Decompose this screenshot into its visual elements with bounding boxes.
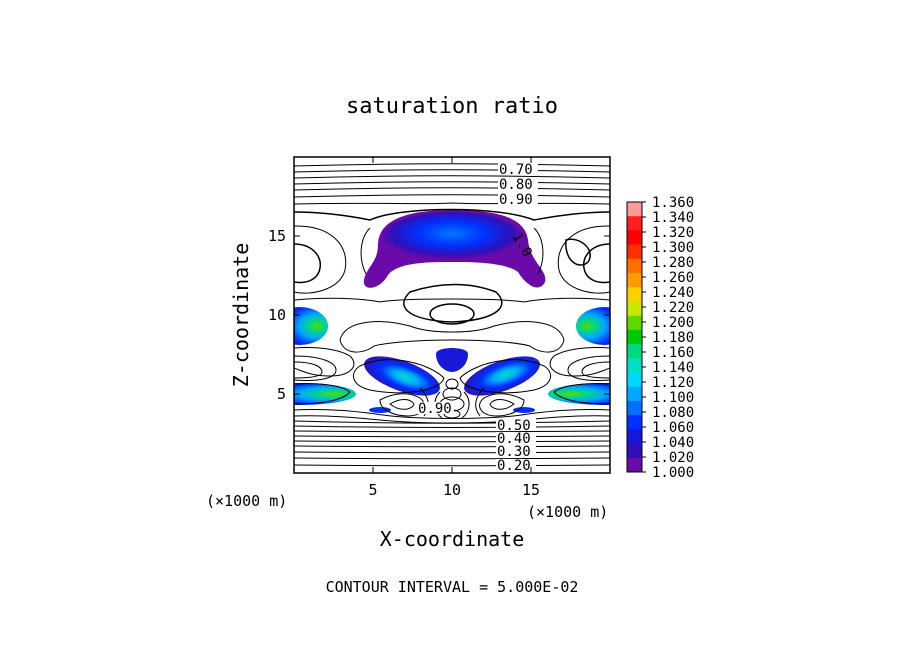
x-unit-label-left: (×1000 m) — [206, 492, 287, 510]
x-tick-label: 10 — [443, 481, 461, 499]
z-tick-label: 10 — [268, 306, 286, 324]
colorbar-label: 1.080 — [652, 405, 694, 421]
x-axis-label: X-coordinate — [380, 527, 525, 551]
colorbar-label: 1.140 — [652, 360, 694, 376]
y-axis-label: Z-coordinate — [229, 243, 253, 388]
colorbar-label: 1.340 — [652, 210, 694, 226]
contour-interval-note: CONTOUR INTERVAL = 5.000E-02 — [326, 578, 579, 596]
z-tick-label: 15 — [268, 227, 286, 245]
left-lobe-region — [364, 356, 440, 396]
colorbar-label: 1.100 — [652, 390, 694, 406]
colorbar-swatch — [627, 400, 642, 416]
colorbar-label: 1.360 — [652, 195, 694, 211]
colorbar-label: 1.300 — [652, 240, 694, 256]
contour-label: 0.90 — [499, 192, 533, 208]
colorbar-label: 1.240 — [652, 285, 694, 301]
plot-frame — [293, 156, 611, 474]
colorbar-label: 1.220 — [652, 300, 694, 316]
colorbar-label: 1.260 — [652, 270, 694, 286]
contour-label: 0.70 — [499, 162, 533, 178]
contour-lines — [294, 163, 610, 467]
colorbar-swatch — [627, 301, 642, 317]
chart-title: saturation ratio — [346, 94, 558, 119]
contour-label: 0.90 — [418, 401, 452, 417]
colorbar-swatch — [627, 287, 642, 302]
center-small-region — [436, 348, 468, 372]
colorbar-swatch — [627, 202, 642, 217]
colorbar-swatch — [627, 443, 642, 459]
contour-field — [294, 163, 610, 467]
colorbar-label: 1.000 — [652, 465, 694, 481]
colorbar-swatch — [627, 429, 642, 445]
upper-core-region — [384, 212, 520, 260]
contour-label: 0.30 — [497, 444, 531, 460]
colorbar-label: 1.120 — [652, 375, 694, 391]
colorbar-swatch — [627, 216, 642, 231]
z-axis-ticks: 5 10 15 — [268, 227, 610, 403]
colorbar-swatch — [627, 372, 642, 388]
colorbar-label: 1.180 — [652, 330, 694, 346]
left-edge-region-lower — [294, 383, 356, 405]
contour-labels: 0.70 0.80 0.90 1.0 0.90 0.50 0.40 0.30 0… — [416, 162, 538, 474]
x-unit-label-right: (×1000 m) — [527, 503, 608, 521]
colorbar-label: 1.280 — [652, 255, 694, 271]
left-edge-region-upper — [294, 307, 328, 345]
colorbar-label: 1.020 — [652, 450, 694, 466]
contour-label: 0.50 — [497, 418, 531, 434]
contour-label: 0.40 — [497, 431, 531, 447]
colorbar-swatch — [627, 244, 642, 260]
colorbar-swatch — [627, 273, 642, 288]
right-small-low-region — [513, 407, 535, 413]
right-edge-region-upper — [576, 307, 610, 345]
x-tick-label: 5 — [368, 481, 377, 499]
right-lobe-region — [464, 356, 540, 396]
z-tick-label: 5 — [277, 385, 286, 403]
contour-label: 0.20 — [497, 458, 531, 474]
colorbar-label: 1.200 — [652, 315, 694, 331]
colorbar-swatch — [627, 258, 642, 274]
left-small-low-region — [369, 407, 391, 413]
colorbar-swatch — [627, 386, 642, 402]
colorbar-label: 1.040 — [652, 435, 694, 451]
colorbar-label: 1.320 — [652, 225, 694, 241]
colorbar-swatch — [627, 329, 642, 345]
colorbar-swatch — [627, 315, 642, 331]
colorbar-swatch — [627, 230, 642, 246]
colorbar-label: 1.160 — [652, 345, 694, 361]
colorbar-label: 1.060 — [652, 420, 694, 436]
colorbar-swatch — [627, 358, 642, 374]
contour-label: 0.80 — [499, 177, 533, 193]
colorbar-swatch — [627, 415, 642, 430]
x-axis-ticks: 5 10 15 — [368, 157, 540, 499]
colorbar: 1.3601.3401.3201.3001.2801.2601.2401.220… — [626, 195, 694, 481]
colorbar-swatch — [627, 344, 642, 359]
colorbar-swatch — [627, 457, 642, 473]
x-tick-label: 15 — [522, 481, 540, 499]
right-edge-region-lower — [548, 383, 610, 405]
